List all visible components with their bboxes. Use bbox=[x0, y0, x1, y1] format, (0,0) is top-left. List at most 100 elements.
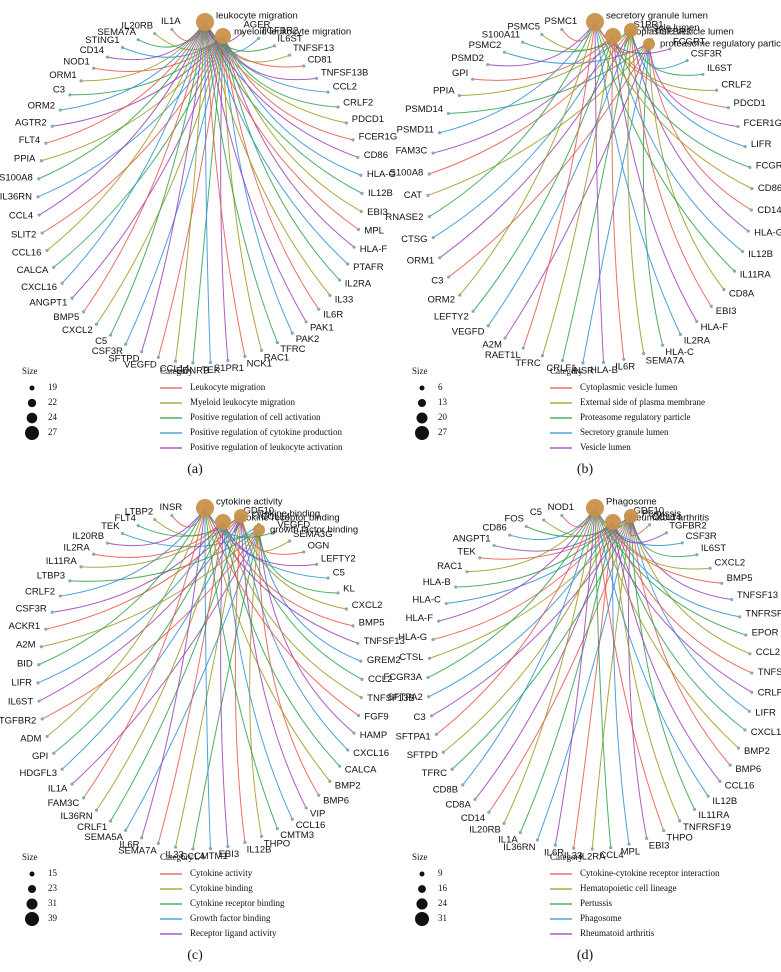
gene-label: IL1A bbox=[498, 834, 518, 845]
edge bbox=[487, 21, 596, 67]
size-dot bbox=[416, 412, 428, 424]
gene-label: IL6ST bbox=[8, 697, 34, 708]
gene-label: IL11RA bbox=[698, 810, 730, 821]
size-dot bbox=[416, 898, 428, 910]
gene-node bbox=[461, 783, 465, 787]
gene-node bbox=[290, 331, 294, 335]
gene-label: BMP5 bbox=[53, 312, 79, 323]
category-label: cytokine binding bbox=[252, 509, 320, 520]
edge bbox=[204, 21, 211, 363]
gene-node bbox=[695, 319, 699, 324]
gene-label: CCL2 bbox=[333, 82, 357, 93]
gene-node bbox=[722, 287, 726, 292]
gene-node bbox=[486, 324, 490, 328]
edge bbox=[222, 521, 362, 698]
gene-node bbox=[738, 615, 742, 619]
gene-node bbox=[36, 195, 40, 199]
gene-node bbox=[259, 348, 264, 353]
gene-label: SEMA5A bbox=[84, 832, 123, 843]
category-name: Secretory granule lumen bbox=[580, 427, 669, 437]
gene-node bbox=[622, 357, 626, 361]
gene-label: CXCL2 bbox=[62, 325, 93, 336]
gene-label: FCER1G bbox=[359, 132, 398, 143]
gene-label: HLA-C bbox=[412, 594, 441, 605]
edge bbox=[438, 507, 596, 622]
gene-node bbox=[431, 637, 435, 642]
gene-label: LTBP2 bbox=[125, 507, 153, 518]
edge bbox=[554, 507, 596, 846]
gene-label: S1PR1 bbox=[214, 363, 244, 374]
gene-label: BMP5 bbox=[727, 573, 753, 584]
gene-node bbox=[70, 296, 74, 300]
gene-label: C5 bbox=[530, 507, 542, 518]
category-label: leukocyte migration bbox=[216, 11, 298, 22]
edge bbox=[125, 35, 224, 345]
gene-node bbox=[718, 779, 722, 783]
edge bbox=[204, 507, 211, 849]
gene-label: INSR bbox=[571, 365, 594, 376]
gene-node bbox=[58, 108, 62, 112]
gene-label: AGER bbox=[243, 20, 270, 31]
edges bbox=[37, 21, 363, 363]
gene-node bbox=[736, 746, 741, 750]
edge bbox=[428, 521, 614, 698]
category-node bbox=[624, 23, 638, 37]
edge bbox=[594, 21, 753, 190]
gene-node bbox=[540, 354, 545, 358]
gene-node bbox=[701, 72, 705, 77]
size-dot bbox=[26, 412, 38, 424]
gene-label: TFRC bbox=[280, 344, 305, 355]
category-label: Pertussis bbox=[642, 509, 681, 520]
gene-label: CMTM3 bbox=[280, 830, 314, 841]
edge bbox=[93, 35, 224, 72]
gene-node bbox=[431, 235, 435, 240]
category-name: Leukocyte migration bbox=[190, 382, 266, 392]
edge bbox=[612, 521, 740, 618]
gene-node bbox=[685, 58, 689, 63]
edge bbox=[81, 21, 206, 82]
gene-label: IL11RA bbox=[740, 269, 772, 280]
gene-node bbox=[226, 358, 230, 363]
gene-label: SLIT2 bbox=[11, 229, 36, 240]
gene-label: SFTPD bbox=[108, 354, 139, 365]
gene-label: CCL2 bbox=[368, 674, 392, 685]
category-title: Category bbox=[160, 852, 193, 862]
gene-label: FAM3C bbox=[48, 798, 80, 809]
gene-node bbox=[82, 796, 86, 800]
gene-node bbox=[272, 530, 277, 534]
gene-node bbox=[642, 351, 646, 356]
gene-label: TEK bbox=[202, 365, 221, 376]
gene-label: A2M bbox=[16, 640, 36, 651]
gene-label: IL36RN bbox=[503, 842, 535, 853]
gene-node bbox=[356, 641, 360, 645]
gene-node bbox=[40, 717, 44, 721]
gene-node bbox=[346, 748, 350, 752]
gene-node bbox=[92, 66, 96, 70]
gene-label: TEK bbox=[457, 546, 476, 557]
gene-node bbox=[37, 177, 41, 181]
gene-label: FGF9 bbox=[364, 712, 388, 723]
gene-label: FAM3C bbox=[396, 146, 428, 157]
category-name: Proteasome regulatory particle bbox=[580, 412, 690, 422]
edge bbox=[258, 529, 339, 594]
gene-label: BMP6 bbox=[323, 795, 349, 806]
gene-label: FOS bbox=[504, 514, 524, 525]
category-label: cytoplasmic vesicle lumen bbox=[624, 27, 734, 38]
edge bbox=[222, 35, 355, 248]
gene-node bbox=[664, 531, 668, 535]
edge bbox=[61, 21, 206, 284]
gene-label: CCL4 bbox=[599, 850, 623, 861]
gene-node bbox=[560, 27, 564, 32]
category-label: proteasome regulatory particle bbox=[660, 39, 781, 50]
category-name: Rheumatoid arthritis bbox=[580, 928, 655, 938]
gene-label: LIFR bbox=[755, 707, 776, 718]
gene-label: THPO bbox=[666, 832, 692, 843]
gene-label: ACKR1 bbox=[9, 621, 41, 632]
edge bbox=[488, 515, 632, 813]
size-value: 24 bbox=[48, 412, 58, 422]
edge bbox=[222, 35, 320, 310]
edge bbox=[582, 43, 650, 363]
edge bbox=[594, 21, 735, 272]
edge bbox=[204, 507, 359, 716]
edge bbox=[612, 521, 711, 570]
